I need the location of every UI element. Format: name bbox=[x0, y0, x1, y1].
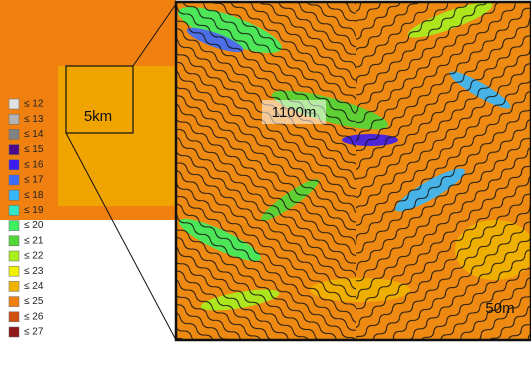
legend-swatch bbox=[9, 236, 19, 246]
map-label: 50m bbox=[485, 300, 514, 317]
legend-swatch bbox=[9, 297, 19, 307]
legend-label: ≤ 22 bbox=[24, 251, 44, 262]
legend-swatch bbox=[9, 175, 19, 185]
legend-swatch bbox=[9, 327, 19, 337]
legend-label: ≤ 12 bbox=[24, 99, 44, 110]
legend-swatch bbox=[9, 266, 19, 276]
legend-swatch bbox=[9, 129, 19, 139]
legend-label: ≤ 13 bbox=[24, 114, 44, 125]
legend-swatch bbox=[9, 281, 19, 291]
legend-swatch bbox=[9, 145, 19, 155]
legend-label: ≤ 24 bbox=[24, 281, 44, 292]
legend-label: ≤ 16 bbox=[24, 159, 44, 170]
legend-label: ≤ 26 bbox=[24, 311, 44, 322]
legend-label: ≤ 23 bbox=[24, 266, 44, 277]
legend-swatch bbox=[9, 205, 19, 215]
legend-swatch bbox=[9, 114, 19, 124]
map-label: 1100m bbox=[272, 104, 317, 121]
legend-label: ≤ 15 bbox=[24, 144, 44, 155]
legend-label: ≤ 19 bbox=[24, 205, 44, 216]
overview-area bbox=[58, 66, 176, 206]
screen: 5km 1100m 50m ≤ 12 ≤ 13 ≤ 14 ≤ 15 ≤ 16 ≤ 17 ≤ … bbox=[0, 0, 531, 367]
legend-swatch bbox=[9, 251, 19, 261]
page: {"legend":{"items":[ {"label":"≤ 12","co… bbox=[0, 0, 531, 367]
legend-swatch bbox=[9, 160, 19, 170]
legend-label: ≤ 14 bbox=[24, 129, 44, 140]
detail-map: 1100m 50m bbox=[174, 0, 531, 340]
legend-label: ≤ 18 bbox=[24, 190, 44, 201]
inset-label: 5km bbox=[84, 108, 112, 125]
legend-label: ≤ 21 bbox=[24, 235, 44, 246]
legend-swatch bbox=[9, 312, 19, 322]
legend-label: ≤ 20 bbox=[24, 220, 44, 231]
legend-label: ≤ 17 bbox=[24, 175, 44, 186]
legend-label: ≤ 25 bbox=[24, 296, 44, 307]
legend-label: ≤ 27 bbox=[24, 327, 44, 338]
legend-swatch bbox=[9, 190, 19, 200]
legend-swatch bbox=[9, 99, 19, 109]
legend-swatch bbox=[9, 221, 19, 231]
